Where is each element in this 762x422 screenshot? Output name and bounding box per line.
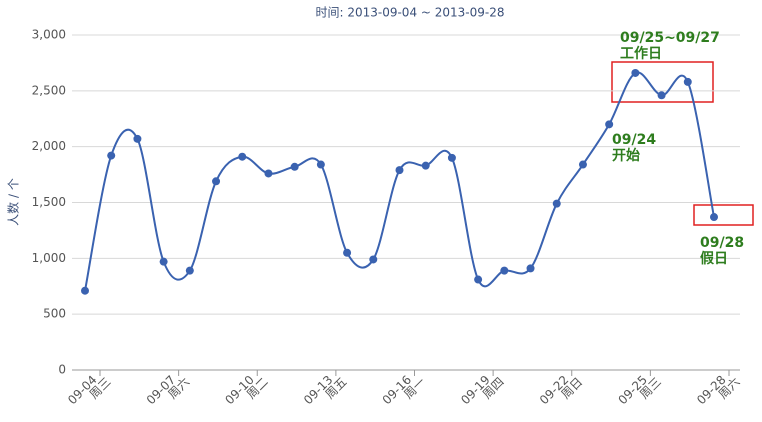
data-point xyxy=(369,255,378,264)
data-point xyxy=(421,161,430,170)
data-point xyxy=(657,91,666,100)
data-point xyxy=(526,264,535,273)
annotation: 工作日 xyxy=(620,45,662,62)
data-point xyxy=(290,162,299,171)
data-point xyxy=(631,68,640,77)
data-point xyxy=(552,199,561,208)
data-point xyxy=(238,152,247,161)
data-point xyxy=(316,160,325,169)
annotation: 09/24 xyxy=(612,132,656,148)
data-point xyxy=(474,275,483,284)
y-tick-label: 500 xyxy=(43,307,66,321)
data-point xyxy=(159,257,168,266)
annotation: 09/25~09/27 xyxy=(620,30,720,46)
y-axis-label: 人数 / 个 xyxy=(6,178,21,226)
y-tick-label: 1,000 xyxy=(32,251,66,265)
data-point xyxy=(683,77,692,86)
y-tick-label: 2,000 xyxy=(32,139,66,153)
annotation: 假日 xyxy=(700,250,728,267)
data-point xyxy=(447,153,456,162)
data-point xyxy=(578,160,587,169)
data-point xyxy=(500,266,509,275)
data-point xyxy=(212,177,221,186)
chart-title: 时间: 2013-09-04 ~ 2013-09-28 xyxy=(315,6,504,20)
y-tick-label: 1,500 xyxy=(32,195,66,209)
annotation: 09/28 xyxy=(700,235,744,251)
highlight-box xyxy=(611,61,714,103)
y-tick-label: 2,500 xyxy=(32,83,66,97)
data-point xyxy=(133,134,142,143)
data-point xyxy=(343,248,352,257)
data-point xyxy=(264,169,273,178)
y-tick-label: 3,000 xyxy=(32,28,66,42)
data-point xyxy=(605,120,614,129)
annotation: 开始 xyxy=(612,147,640,164)
y-tick-label: 0 xyxy=(58,363,66,377)
data-point xyxy=(107,151,116,160)
data-point xyxy=(185,266,194,275)
data-point xyxy=(395,166,404,175)
data-point xyxy=(710,213,718,222)
highlight-box xyxy=(693,204,754,226)
data-point xyxy=(81,286,89,295)
